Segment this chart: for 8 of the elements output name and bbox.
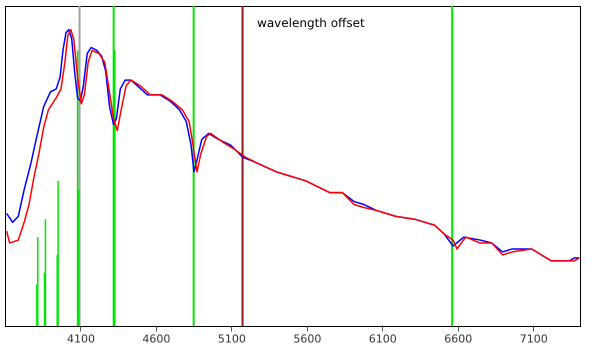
annotation: wavelength offset (257, 16, 365, 30)
x-tick-label: 4600 (142, 332, 170, 346)
x-tick-label: 5600 (293, 332, 322, 346)
x-tick-label: 7100 (520, 332, 548, 346)
x-tick-label: 4100 (66, 332, 95, 346)
x-tick-label: 6600 (444, 332, 472, 346)
x-tick-label: 5100 (218, 332, 246, 346)
x-tick-label: 6100 (368, 332, 397, 346)
